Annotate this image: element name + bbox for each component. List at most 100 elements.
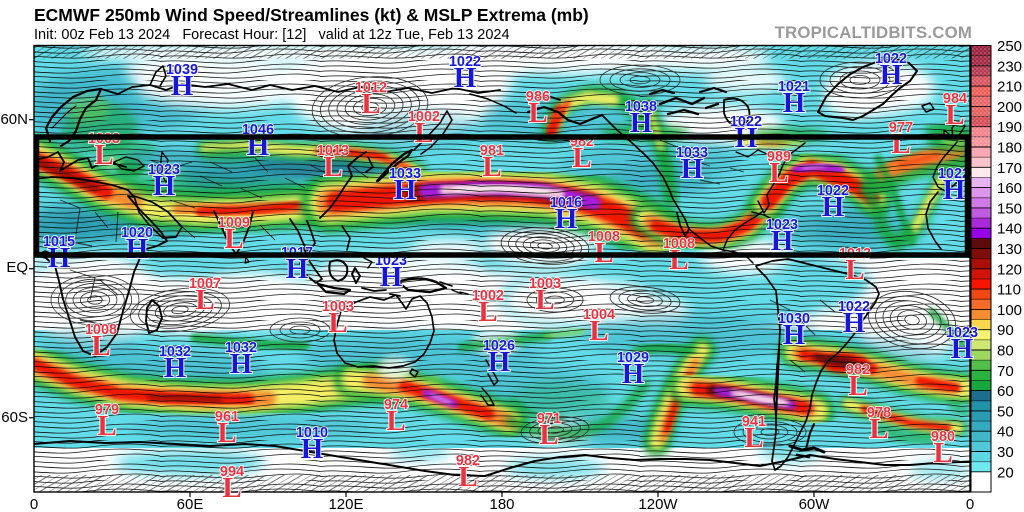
svg-text:1022: 1022 — [838, 299, 870, 315]
svg-text:H: H — [48, 242, 71, 274]
svg-text:H: H — [951, 333, 974, 365]
svg-text:130: 130 — [997, 241, 1022, 258]
svg-text:L: L — [361, 88, 380, 120]
svg-text:H: H — [171, 70, 194, 102]
svg-text:EQ: EQ — [6, 259, 28, 276]
svg-text:1003: 1003 — [529, 276, 561, 292]
svg-text:1013: 1013 — [317, 143, 349, 159]
svg-text:L: L — [91, 330, 110, 362]
svg-text:H: H — [153, 170, 176, 202]
svg-text:1023: 1023 — [148, 162, 180, 178]
svg-text:H: H — [555, 203, 578, 235]
svg-text:1022: 1022 — [449, 54, 481, 70]
svg-text:0: 0 — [966, 496, 974, 512]
svg-text:70: 70 — [997, 363, 1014, 380]
svg-text:L: L — [669, 244, 688, 276]
svg-text:H: H — [286, 253, 309, 285]
svg-text:1008: 1008 — [588, 229, 620, 245]
svg-text:L: L — [528, 97, 547, 129]
svg-text:80: 80 — [997, 343, 1014, 360]
svg-text:980: 980 — [931, 429, 955, 445]
svg-text:Init: 00z Feb 13 2024 Foreca: Init: 00z Feb 13 2024 Forecast Hour: [12… — [34, 27, 510, 43]
svg-text:L: L — [386, 405, 405, 437]
svg-text:160: 160 — [997, 180, 1022, 197]
svg-text:L: L — [769, 157, 788, 189]
svg-text:981: 981 — [480, 143, 504, 159]
svg-text:1029: 1029 — [617, 350, 649, 366]
svg-text:1023: 1023 — [946, 325, 978, 341]
svg-text:994: 994 — [220, 464, 244, 480]
svg-text:90: 90 — [997, 322, 1014, 339]
svg-text:L: L — [572, 142, 591, 174]
svg-text:1004: 1004 — [583, 307, 615, 323]
svg-text:1022: 1022 — [938, 166, 970, 182]
svg-text:1039: 1039 — [166, 62, 198, 78]
svg-text:L: L — [891, 128, 910, 160]
svg-text:977: 977 — [889, 120, 913, 136]
svg-text:1032: 1032 — [225, 340, 257, 356]
svg-text:H: H — [630, 107, 653, 139]
svg-text:H: H — [622, 358, 645, 390]
svg-text:60: 60 — [997, 383, 1014, 400]
svg-text:L: L — [933, 437, 952, 469]
svg-text:L: L — [222, 472, 241, 504]
svg-text:982: 982 — [846, 362, 870, 378]
svg-text:1007: 1007 — [189, 276, 221, 292]
svg-text:1038: 1038 — [625, 99, 657, 115]
svg-text:L: L — [869, 413, 888, 445]
svg-text:140: 140 — [997, 221, 1022, 238]
svg-text:1032: 1032 — [159, 344, 191, 360]
svg-text:H: H — [943, 174, 966, 206]
svg-text:H: H — [681, 153, 704, 185]
svg-text:190: 190 — [997, 119, 1022, 136]
svg-text:250: 250 — [997, 38, 1022, 55]
svg-text:60E: 60E — [177, 496, 204, 512]
svg-text:210: 210 — [997, 79, 1022, 96]
svg-text:L: L — [217, 417, 236, 449]
svg-text:110: 110 — [997, 282, 1021, 299]
svg-text:L: L — [195, 284, 214, 316]
svg-text:L: L — [224, 223, 243, 255]
svg-text:H: H — [380, 261, 403, 293]
svg-text:1002: 1002 — [472, 288, 504, 304]
svg-text:1026: 1026 — [483, 338, 515, 354]
svg-text:979: 979 — [95, 402, 119, 418]
svg-text:ECMWF 250mb Wind Speed/Streaml: ECMWF 250mb Wind Speed/Streamlines (kt) … — [34, 5, 589, 25]
svg-text:978: 978 — [867, 405, 891, 421]
svg-text:H: H — [880, 59, 903, 91]
svg-text:60N: 60N — [0, 111, 28, 128]
svg-text:1010: 1010 — [296, 425, 328, 441]
svg-text:H: H — [394, 174, 417, 206]
svg-text:L: L — [328, 307, 347, 339]
svg-text:20: 20 — [997, 464, 1014, 481]
svg-text:984: 984 — [943, 91, 967, 107]
svg-text:1002: 1002 — [408, 109, 440, 125]
svg-text:200: 200 — [997, 99, 1022, 116]
svg-text:L: L — [482, 151, 501, 183]
svg-text:941: 941 — [742, 414, 766, 430]
svg-text:1033: 1033 — [389, 166, 421, 182]
svg-text:L: L — [589, 315, 608, 347]
svg-text:H: H — [454, 62, 477, 94]
svg-text:50: 50 — [997, 403, 1014, 420]
svg-text:H: H — [126, 233, 149, 265]
svg-text:974: 974 — [384, 397, 408, 413]
svg-text:H: H — [230, 348, 253, 380]
svg-text:L: L — [97, 410, 116, 442]
svg-text:1016: 1016 — [550, 195, 582, 211]
svg-text:60S: 60S — [1, 409, 28, 426]
svg-text:120E: 120E — [328, 496, 363, 512]
svg-text:L: L — [539, 419, 558, 451]
svg-text:L: L — [94, 139, 113, 171]
svg-text:L: L — [323, 151, 342, 183]
svg-text:H: H — [164, 352, 187, 384]
svg-text:100: 100 — [997, 302, 1022, 319]
svg-text:1012: 1012 — [355, 80, 387, 96]
svg-text:H: H — [822, 191, 845, 223]
svg-text:L: L — [848, 370, 867, 402]
svg-text:1022: 1022 — [730, 114, 762, 130]
svg-text:1022: 1022 — [875, 51, 907, 67]
svg-text:L: L — [414, 117, 433, 149]
svg-text:60W: 60W — [799, 496, 831, 512]
svg-text:L: L — [945, 99, 964, 131]
